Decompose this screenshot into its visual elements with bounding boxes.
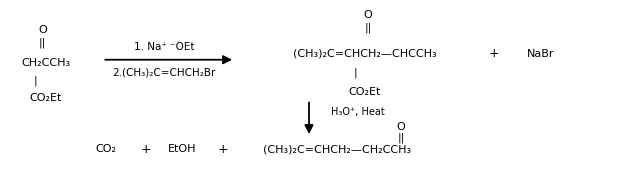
Text: +: + [489,47,499,60]
Text: (CH₃)₂C=CHCH₂—CHCCH₃: (CH₃)₂C=CHCH₂—CHCCH₃ [293,49,436,59]
Text: +: + [218,143,228,156]
Text: O: O [397,122,405,132]
Text: 1. Na⁺ ⁻OEt: 1. Na⁺ ⁻OEt [134,42,194,52]
Text: CO₂Et: CO₂Et [30,93,62,103]
Text: CO₂: CO₂ [95,144,116,154]
Text: 2.(CH₃)₂C=CHCH₂Br: 2.(CH₃)₂C=CHCH₂Br [112,68,216,78]
Text: |: | [354,68,358,78]
Text: ||: || [39,37,46,48]
Text: CO₂Et: CO₂Et [349,87,381,97]
Text: H₃O⁺, Heat: H₃O⁺, Heat [331,107,384,117]
Text: +: + [140,143,151,156]
Text: |: | [33,75,37,86]
Text: ||: || [365,22,372,33]
Text: EtOH: EtOH [168,144,197,154]
Text: ||: || [397,133,405,143]
Text: NaBr: NaBr [527,49,554,59]
Text: CH₂CCH₃: CH₂CCH₃ [21,58,70,68]
Text: (CH₃)₂C=CHCH₂—CH₂CCH₃: (CH₃)₂C=CHCH₂—CH₂CCH₃ [263,144,411,154]
Text: O: O [364,10,373,20]
Text: O: O [38,25,47,35]
